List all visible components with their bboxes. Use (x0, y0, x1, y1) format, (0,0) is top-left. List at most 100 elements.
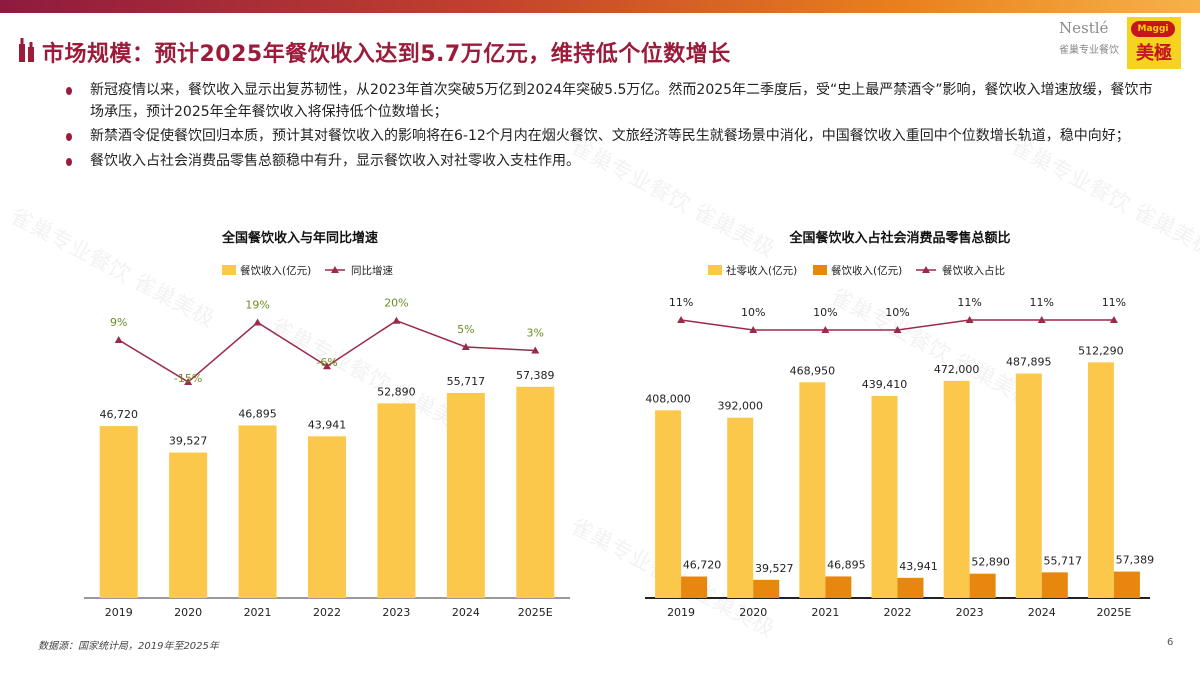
line-label: 3% (527, 326, 544, 339)
bar (377, 403, 416, 598)
bar (681, 576, 708, 598)
maggi-logo-cn: 美極 (1136, 43, 1172, 64)
legend-marker (922, 266, 930, 273)
bullet-item: 新冠疫情以来，餐饮收入显示出复苏韧性，从2023年首次突破5万亿到2024年突破… (66, 80, 1156, 123)
nestle-logo-text: Nestlé (1059, 19, 1109, 37)
line-label: 11% (957, 296, 981, 309)
bullet-item: 新禁酒令促使餐饮回归本质，预计其对餐饮收入的影响将在6-12个月内在烟火餐饮、文… (66, 126, 1156, 148)
data-label: 439,410 (862, 378, 908, 391)
line-label: 10% (741, 306, 765, 319)
nestle-logo-subtext: 雀巢专业餐饮 (1059, 45, 1119, 56)
legend-marker (331, 266, 339, 273)
bar (1113, 571, 1140, 598)
x-tick-label: 2024 (452, 606, 480, 619)
line-label: 19% (245, 298, 269, 311)
x-tick-label: 2024 (1028, 606, 1056, 619)
bar (1041, 572, 1068, 598)
chart-title: 全国餐饮收入占社会消费品零售总额比 (788, 230, 1010, 246)
x-tick-label: 2020 (174, 606, 202, 619)
data-label: 55,717 (447, 375, 486, 388)
bar (1015, 373, 1042, 598)
line-marker (114, 335, 123, 343)
line-marker (531, 346, 540, 354)
line-marker (821, 326, 830, 333)
legend-label: 餐饮收入(亿元) (831, 264, 902, 277)
data-label: 46,895 (238, 407, 277, 420)
data-label: 43,941 (308, 418, 347, 431)
data-label: 512,290 (1078, 344, 1124, 357)
page-title: 市场规模：预计2025年餐饮收入达到5.7万亿元，维持低个位数增长 (42, 42, 731, 67)
x-tick-label: 2021 (244, 606, 272, 619)
line-marker (392, 316, 401, 324)
line-marker (965, 316, 974, 323)
line-label: -15% (174, 372, 202, 385)
x-tick-label: 2019 (105, 606, 133, 619)
bar (727, 417, 754, 598)
data-label: 55,717 (1044, 554, 1083, 567)
legend-label: 餐饮收入(亿元) (240, 264, 311, 277)
bar (516, 386, 555, 598)
line-label: -6% (316, 356, 337, 369)
x-tick-label: 2025E (1096, 606, 1131, 619)
legend-swatch (708, 265, 722, 275)
data-label: 52,890 (377, 385, 416, 398)
line-marker (323, 362, 331, 370)
data-label: 52,890 (971, 556, 1010, 569)
data-label: 46,720 (683, 559, 722, 572)
maggi-logo-text: Maggi (1131, 21, 1175, 37)
nestle-logo: Nestlé 雀巢专业餐饮 (1055, 17, 1123, 67)
data-label: 487,895 (1006, 356, 1051, 369)
bullet-list: 新冠疫情以来，餐饮收入显示出复苏韧性，从2023年首次突破5万亿到2024年突破… (66, 80, 1156, 175)
bar (308, 436, 346, 598)
data-label: 392,000 (717, 400, 763, 413)
line-marker (677, 316, 686, 323)
bullet-item: 餐饮收入占社会消费品零售总额稳中有升，显示餐饮收入对社零收入支柱作用。 (66, 151, 1156, 173)
legend-label: 餐饮收入占比 (942, 264, 1005, 277)
x-tick-label: 2022 (313, 606, 341, 619)
x-tick-label: 2020 (739, 606, 767, 619)
bar (1087, 362, 1114, 598)
line-label: 20% (384, 297, 408, 310)
x-tick-label: 2021 (811, 606, 839, 619)
legend-label: 社零收入(亿元) (726, 264, 797, 277)
line-label: 10% (885, 306, 909, 319)
line-marker (749, 326, 758, 333)
bar (99, 426, 138, 598)
chart-title: 全国餐饮收入与年同比增速 (221, 230, 378, 246)
bar (897, 577, 924, 598)
line-marker (893, 326, 902, 333)
data-label: 39,527 (755, 562, 794, 575)
bottle-icon (19, 38, 34, 62)
data-label: 472,000 (934, 363, 980, 376)
data-label: 468,950 (790, 364, 836, 377)
line-label: 11% (1030, 296, 1054, 309)
legend-label: 同比增速 (351, 264, 393, 277)
data-label: 46,895 (827, 558, 866, 571)
line-label: 10% (813, 306, 837, 319)
line-marker (253, 318, 262, 326)
x-tick-label: 2023 (382, 606, 410, 619)
bar (871, 395, 898, 598)
bar (446, 392, 485, 598)
page-number: 6 (1167, 637, 1174, 648)
bar (753, 579, 780, 598)
bar (943, 380, 970, 598)
data-label: 39,527 (169, 435, 208, 448)
line-marker (1037, 316, 1046, 323)
data-label: 46,720 (99, 408, 138, 421)
x-tick-label: 2019 (667, 606, 695, 619)
x-tick-label: 2023 (956, 606, 984, 619)
line-marker (184, 377, 193, 385)
data-label: 408,000 (645, 392, 691, 405)
line-marker (461, 342, 470, 350)
bar (238, 425, 277, 598)
line-marker (1109, 316, 1118, 323)
line-label: 9% (110, 316, 127, 329)
line-label: 5% (457, 323, 474, 336)
bar (799, 382, 826, 598)
data-label: 43,941 (899, 560, 938, 573)
bar (825, 576, 852, 598)
top-gradient-bar (0, 0, 1200, 13)
